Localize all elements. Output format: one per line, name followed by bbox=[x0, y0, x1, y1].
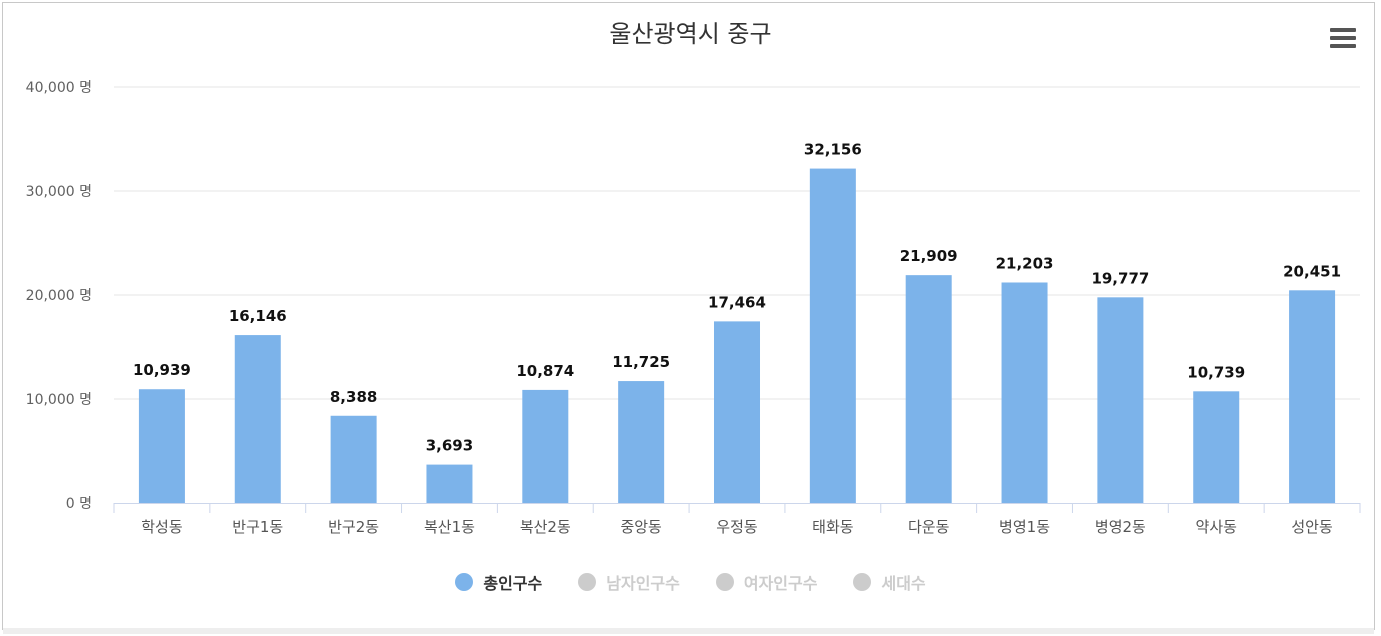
x-tick-label: 성안동 bbox=[1291, 518, 1333, 536]
bar bbox=[618, 381, 665, 503]
x-tick-label: 다운동 bbox=[908, 518, 950, 536]
bar bbox=[138, 389, 185, 503]
legend: 총인구수 남자인구수 여자인구수 세대수 bbox=[0, 568, 1381, 596]
data-label: 11,725 bbox=[612, 353, 670, 371]
data-label: 8,388 bbox=[330, 388, 377, 406]
legend-label: 여자인구수 bbox=[743, 574, 818, 593]
data-label: 10,939 bbox=[133, 361, 191, 379]
bar bbox=[1289, 290, 1336, 503]
x-tick-label: 병영1동 bbox=[999, 518, 1050, 536]
bar bbox=[330, 415, 377, 503]
data-label: 19,777 bbox=[1091, 269, 1149, 287]
data-label: 16,146 bbox=[229, 307, 287, 325]
bar bbox=[1097, 297, 1144, 503]
y-tick-label: 0 명 bbox=[66, 496, 92, 512]
data-label: 21,909 bbox=[900, 247, 958, 265]
bar bbox=[426, 464, 473, 503]
legend-dot-icon bbox=[715, 573, 734, 591]
x-tick-label: 중앙동 bbox=[620, 518, 662, 536]
x-tick-label: 반구2동 bbox=[328, 518, 379, 536]
data-label: 10,739 bbox=[1187, 363, 1245, 381]
legend-label: 남자인구수 bbox=[606, 574, 680, 593]
legend-dot-icon bbox=[455, 573, 474, 591]
x-tick-label: 복산1동 bbox=[424, 518, 475, 536]
legend-item-male-population[interactable]: 남자인구수 bbox=[578, 570, 680, 594]
x-tick-label: 학성동 bbox=[141, 518, 183, 536]
bar bbox=[1193, 391, 1240, 503]
legend-dot-icon bbox=[578, 573, 597, 591]
x-tick-label: 우정동 bbox=[716, 518, 758, 536]
data-label: 3,693 bbox=[426, 437, 473, 455]
data-label: 17,464 bbox=[708, 293, 766, 311]
bar bbox=[234, 335, 281, 503]
data-label: 32,156 bbox=[804, 141, 862, 159]
legend-dot-icon bbox=[853, 573, 872, 591]
legend-item-female-population[interactable]: 여자인구수 bbox=[715, 570, 818, 594]
bar bbox=[905, 275, 952, 503]
y-tick-label: 30,000 명 bbox=[26, 184, 92, 200]
data-label: 10,874 bbox=[516, 362, 574, 380]
legend-label: 총인구수 bbox=[483, 574, 543, 593]
legend-item-total-population[interactable]: 총인구수 bbox=[455, 570, 542, 594]
hamburger-menu-icon[interactable] bbox=[1328, 26, 1358, 52]
x-tick-label: 반구1동 bbox=[232, 518, 283, 536]
bar bbox=[809, 168, 856, 503]
x-tick-label: 병영2동 bbox=[1095, 518, 1146, 536]
bar bbox=[522, 389, 569, 503]
data-label: 20,451 bbox=[1283, 262, 1341, 280]
data-label: 21,203 bbox=[996, 254, 1054, 272]
bar bbox=[713, 321, 761, 503]
y-tick-label: 40,000 명 bbox=[26, 80, 92, 96]
chart-title: 울산광역시 중구 bbox=[609, 20, 772, 48]
legend-item-households[interactable]: 세대수 bbox=[853, 570, 926, 594]
legend-label: 세대수 bbox=[881, 574, 926, 593]
bar bbox=[1001, 282, 1048, 503]
x-tick-label: 약사동 bbox=[1196, 518, 1238, 536]
y-tick-label: 20,000 명 bbox=[26, 288, 92, 304]
x-tick-label: 태화동 bbox=[812, 518, 854, 536]
x-tick-label: 복산2동 bbox=[520, 518, 571, 536]
y-tick-label: 10,000 명 bbox=[26, 392, 92, 408]
bottom-strip bbox=[3, 628, 1374, 634]
